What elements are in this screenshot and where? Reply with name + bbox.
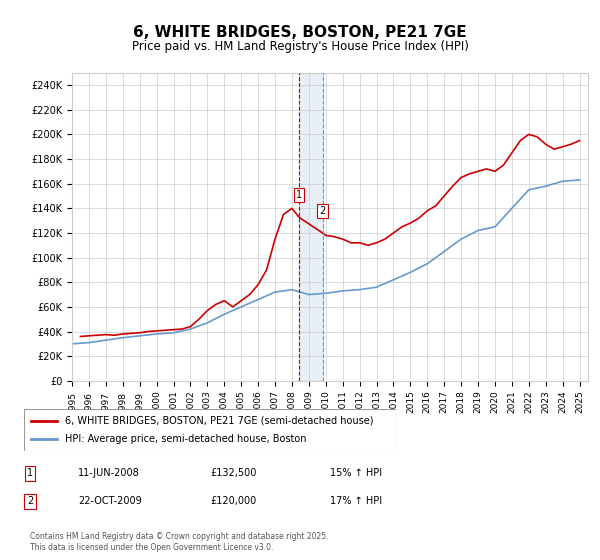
- Text: 6, WHITE BRIDGES, BOSTON, PE21 7GE: 6, WHITE BRIDGES, BOSTON, PE21 7GE: [133, 25, 467, 40]
- Text: £132,500: £132,500: [210, 468, 256, 478]
- Text: 6, WHITE BRIDGES, BOSTON, PE21 7GE (semi-detached house): 6, WHITE BRIDGES, BOSTON, PE21 7GE (semi…: [65, 416, 373, 426]
- Text: 15% ↑ HPI: 15% ↑ HPI: [330, 468, 382, 478]
- Text: HPI: Average price, semi-detached house, Boston: HPI: Average price, semi-detached house,…: [65, 434, 307, 444]
- Text: 11-JUN-2008: 11-JUN-2008: [78, 468, 140, 478]
- Text: 22-OCT-2009: 22-OCT-2009: [78, 496, 142, 506]
- Text: 1: 1: [27, 468, 33, 478]
- Text: Price paid vs. HM Land Registry's House Price Index (HPI): Price paid vs. HM Land Registry's House …: [131, 40, 469, 53]
- Text: £120,000: £120,000: [210, 496, 256, 506]
- Text: 1: 1: [296, 190, 302, 200]
- Text: 2: 2: [27, 496, 33, 506]
- Text: Contains HM Land Registry data © Crown copyright and database right 2025.
This d: Contains HM Land Registry data © Crown c…: [30, 532, 329, 552]
- Bar: [299, 73, 323, 381]
- Text: 2: 2: [319, 206, 326, 216]
- Text: 17% ↑ HPI: 17% ↑ HPI: [330, 496, 382, 506]
- FancyBboxPatch shape: [24, 409, 396, 451]
